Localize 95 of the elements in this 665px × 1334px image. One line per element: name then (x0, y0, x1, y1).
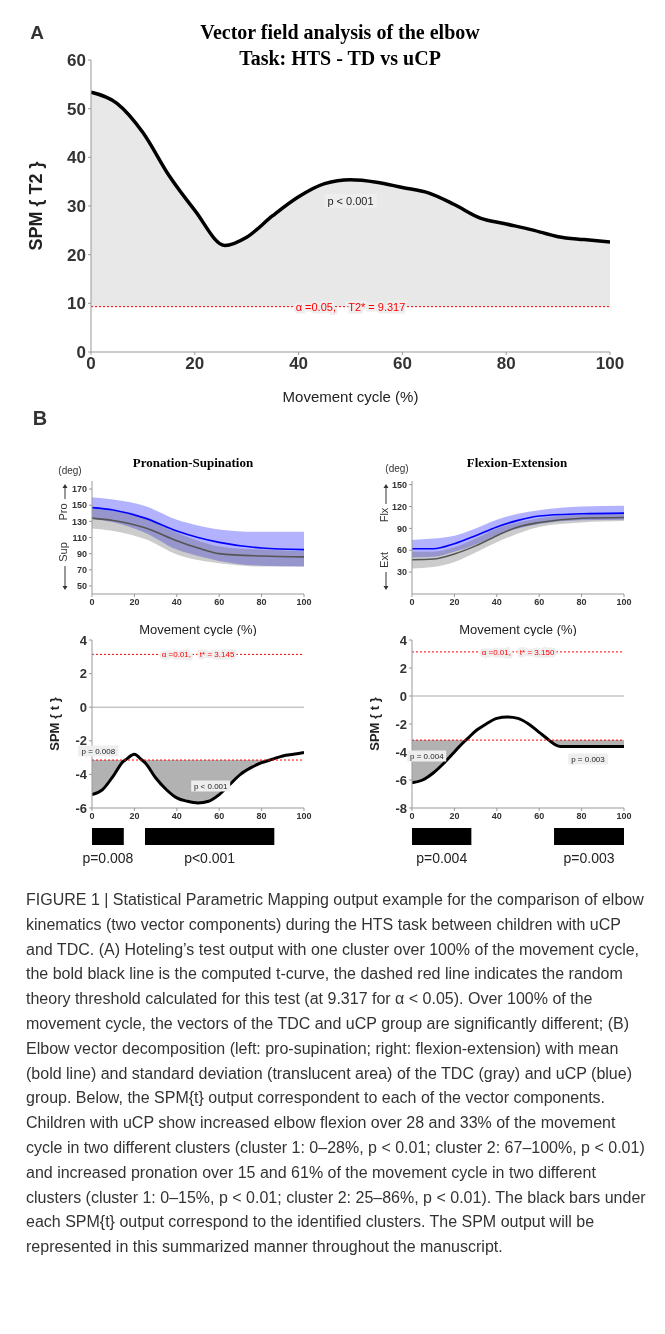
y-tick-label: 120 (391, 501, 407, 512)
annotation: p=0.008 (82, 850, 134, 866)
x-tick-label: 100 (296, 597, 312, 608)
x-tick-label: 40 (491, 811, 502, 822)
x-tick-label: 20 (129, 597, 140, 608)
text: B (32, 406, 48, 430)
y-tick-label: -8 (395, 800, 407, 816)
x-tick-label: 0 (89, 597, 95, 608)
y-tick-label: -4 (395, 744, 408, 760)
y-tick-label: 170 (71, 484, 87, 495)
line-series (412, 516, 624, 561)
y-tick-label: 60 (67, 51, 86, 71)
y-tick-label: 20 (67, 245, 86, 265)
ref-line-label: α =0.01, t* = 3.150 (481, 647, 555, 657)
x-tick-label: 20 (449, 597, 460, 608)
x-tick-label: 20 (449, 811, 460, 822)
y-tick-label: 60 (396, 545, 407, 556)
y-tick-label: 50 (67, 99, 86, 119)
y-tick-label: 0 (399, 688, 407, 704)
x-tick-label: 40 (289, 354, 309, 374)
y-tick-label: 30 (67, 197, 86, 217)
y-tick-label: -6 (75, 800, 87, 816)
x-tick-label: 80 (576, 811, 587, 822)
y-tick-label: 90 (76, 548, 87, 559)
annotation: p=0.004 (416, 850, 468, 866)
y-tick-label: 130 (71, 516, 87, 527)
text: Flx (378, 507, 390, 523)
line-series (92, 751, 304, 805)
x-tick-label: 100 (616, 597, 632, 608)
x-tick-label: 100 (616, 811, 632, 822)
y-axis-title: SPM { t } (46, 697, 62, 751)
text: Sup (57, 542, 69, 562)
y-tick-label: 4 (79, 632, 88, 648)
x-tick-label: 80 (256, 811, 267, 822)
x-tick-label: 80 (256, 597, 267, 608)
y-axis-title: SPM { t } (366, 697, 382, 751)
x-tick-label: 100 (595, 354, 625, 374)
line-series (92, 517, 304, 558)
x-tick-label: 100 (296, 811, 312, 822)
annotation: p < 0.001 (190, 780, 231, 792)
annotation: p = 0.008 (78, 745, 119, 757)
y-tick-label: 2 (79, 666, 87, 682)
x-tick-label: 40 (171, 597, 182, 608)
y-tick-label: -6 (395, 772, 407, 788)
x-tick-label: 60 (214, 597, 225, 608)
annotation: p = 0.004 (407, 750, 447, 762)
x-tick-label: 20 (185, 354, 205, 374)
chart-title: Flexion-Extension (466, 455, 568, 471)
annotation: p = 0.003 (568, 753, 608, 765)
x-tick-label: 80 (496, 354, 516, 374)
y-tick-label: 40 (67, 148, 86, 168)
annotation: p < 0.001 (324, 194, 377, 209)
y-tick-label: -2 (395, 716, 407, 732)
x-tick-label: 60 (534, 597, 545, 608)
x-axis-title: Movement cycle (%) (282, 388, 419, 405)
text: (deg) (385, 462, 409, 474)
ref-line-label: α =0.01, t* = 3.145 (161, 650, 235, 660)
text: Pro (57, 503, 69, 521)
x-tick-label: 0 (409, 811, 415, 822)
x-tick-label: 40 (491, 597, 502, 608)
y-tick-label: 150 (391, 479, 407, 490)
annotation: p=0.003 (563, 850, 615, 866)
x-tick-label: 20 (129, 811, 140, 822)
x-tick-label: 60 (534, 811, 545, 822)
y-tick-label: -4 (75, 767, 88, 783)
x-axis-title: Movement cycle (%) (459, 622, 577, 637)
y-axis-title: SPM { T2 } (26, 161, 47, 251)
text: Ext (378, 552, 390, 568)
x-tick-label: 40 (171, 811, 182, 822)
chart-title: Vector field analysis of the elbow (200, 20, 480, 44)
x-tick-label: 80 (576, 597, 587, 608)
y-tick-label: 110 (72, 532, 87, 543)
y-tick-label: 10 (67, 294, 86, 314)
text: FIGURE 1 | Statistical Parametric Mapping output example for the comparison of elbow kinematics (two vector components) during the HTS task between children with uCP and TDC. (A) Hoteling’s test output with one cluster over 100% of the movement cycle, the bold black line is the computed t-curve, the dashed red line indicates the random theory threshold calculated for this test (at 9.317 for α < 0.05). Over 100% of the movement cycle, the vectors of the TDC and uCP group are significantly different; (B) Elbow vector decomposition (left: pro-supination; right: flexion-extension) with mean (bold line) and standard deviation (translucent area) of the TDC (gray) and uCP (blue) group. Below, the SPM{t} output correspondent to each of the vector components. Children with uCP show increased elbow flexion over 28 and 33% of the movement cycle in two different clusters (cluster 1: 0–28%, p < 0.01; cluster 2: 67–100%, p < 0.01) and increased pronation over 15 and 61% of the movement cycle in two different clusters (cluster 1: 0–15%, p < 0.01; cluster 2: 25–86%, p < 0.01). The black bars under each SPM{t} output correspond to the identified clusters. The SPM output will be represented in this summarized manner throughout the manuscript. (26, 891, 646, 1256)
ref-line-label: α =0.05, T2* = 9.317 (295, 300, 406, 313)
text: A (30, 22, 44, 44)
x-tick-label: 60 (214, 811, 225, 822)
line-series (412, 715, 624, 785)
y-tick-label: 150 (71, 500, 87, 511)
y-tick-label: 4 (399, 632, 408, 648)
x-axis-title: Movement cycle (%) (139, 622, 257, 637)
annotation: p<0.001 (184, 850, 236, 866)
text: (deg) (58, 464, 82, 476)
x-tick-label: 0 (409, 597, 415, 608)
y-tick-label: 90 (396, 523, 407, 534)
chart-subtitle: Task: HTS - TD vs uCP (239, 46, 441, 70)
line-series (92, 506, 304, 551)
y-tick-label: 30 (396, 567, 407, 578)
line-series (412, 512, 624, 550)
y-tick-label: 70 (76, 564, 87, 575)
y-tick-label: 50 (76, 581, 87, 592)
chart-title: Pronation-Supination (132, 455, 254, 471)
y-tick-label: 2 (399, 660, 407, 676)
x-tick-label: 0 (89, 811, 95, 822)
y-tick-label: 0 (79, 699, 87, 715)
